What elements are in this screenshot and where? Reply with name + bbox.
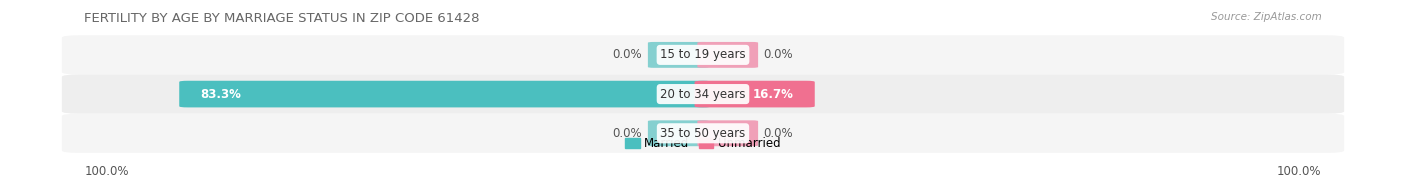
Legend: Married, Unmarried: Married, Unmarried [620,132,786,155]
Text: 15 to 19 years: 15 to 19 years [661,48,745,61]
FancyBboxPatch shape [648,42,709,68]
Text: 100.0%: 100.0% [1277,165,1322,178]
FancyBboxPatch shape [179,81,711,107]
Text: Source: ZipAtlas.com: Source: ZipAtlas.com [1211,12,1322,22]
FancyBboxPatch shape [697,120,758,146]
Text: 35 to 50 years: 35 to 50 years [661,127,745,140]
Text: 0.0%: 0.0% [613,127,643,140]
Text: FERTILITY BY AGE BY MARRIAGE STATUS IN ZIP CODE 61428: FERTILITY BY AGE BY MARRIAGE STATUS IN Z… [84,12,479,25]
FancyBboxPatch shape [648,120,709,146]
Text: 0.0%: 0.0% [613,48,643,61]
Text: 0.0%: 0.0% [763,48,793,61]
Text: 20 to 34 years: 20 to 34 years [661,88,745,101]
Text: 100.0%: 100.0% [84,165,129,178]
Text: 16.7%: 16.7% [754,88,794,101]
FancyBboxPatch shape [62,35,1344,74]
FancyBboxPatch shape [62,74,1344,114]
FancyBboxPatch shape [62,114,1344,153]
FancyBboxPatch shape [697,42,758,68]
Text: 0.0%: 0.0% [763,127,793,140]
FancyBboxPatch shape [695,81,814,107]
Text: 83.3%: 83.3% [200,88,240,101]
